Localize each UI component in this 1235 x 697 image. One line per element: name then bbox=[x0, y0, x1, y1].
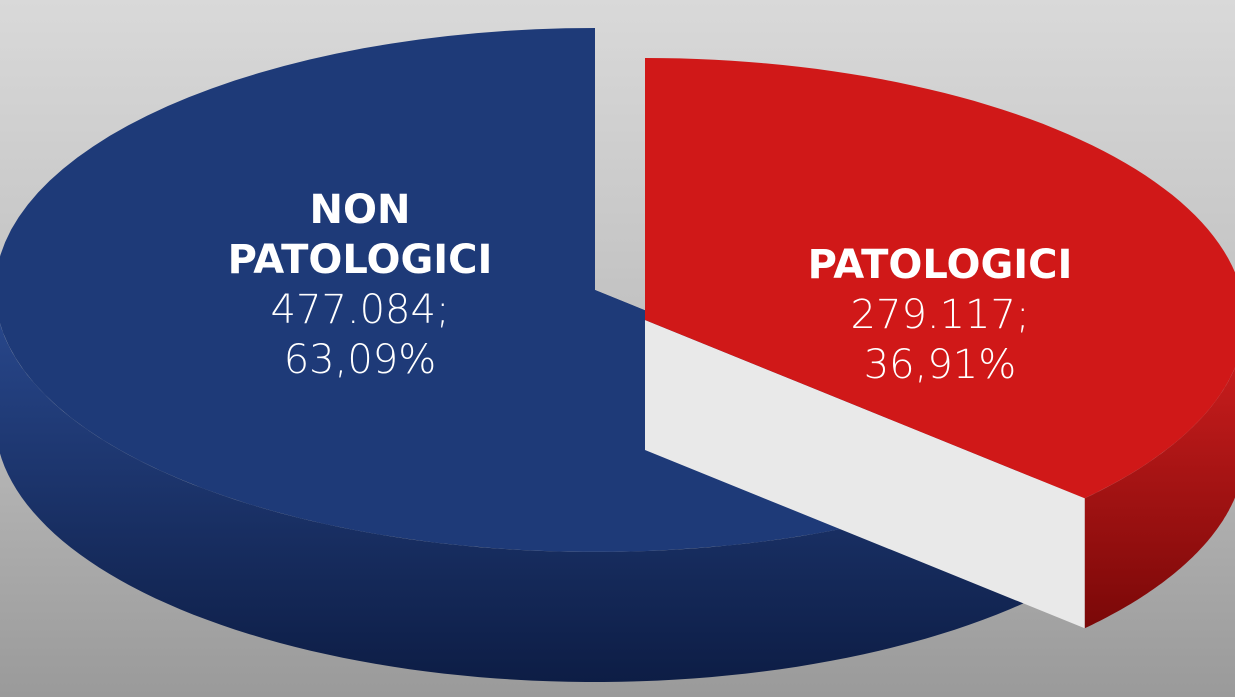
pie-slice bbox=[645, 58, 1235, 629]
slice-side bbox=[0, 323, 1035, 682]
slice-label: NON PATOLOGICI 477.084; 63,09% bbox=[190, 185, 530, 385]
slice-label: PATOLOGICI 279.117; 36,91% bbox=[770, 240, 1110, 390]
slice-top bbox=[645, 58, 1235, 499]
slice-side bbox=[1084, 367, 1235, 629]
category-label: PATOLOGICI bbox=[807, 242, 1073, 288]
category-label: NON PATOLOGICI bbox=[227, 187, 493, 283]
percentage-label: 63,09% bbox=[283, 337, 437, 383]
value-label: 279.117; bbox=[850, 292, 1030, 338]
slice-cut bbox=[645, 320, 1085, 629]
value-label: 477.084; bbox=[270, 287, 450, 333]
percentage-label: 36,91% bbox=[863, 342, 1017, 388]
